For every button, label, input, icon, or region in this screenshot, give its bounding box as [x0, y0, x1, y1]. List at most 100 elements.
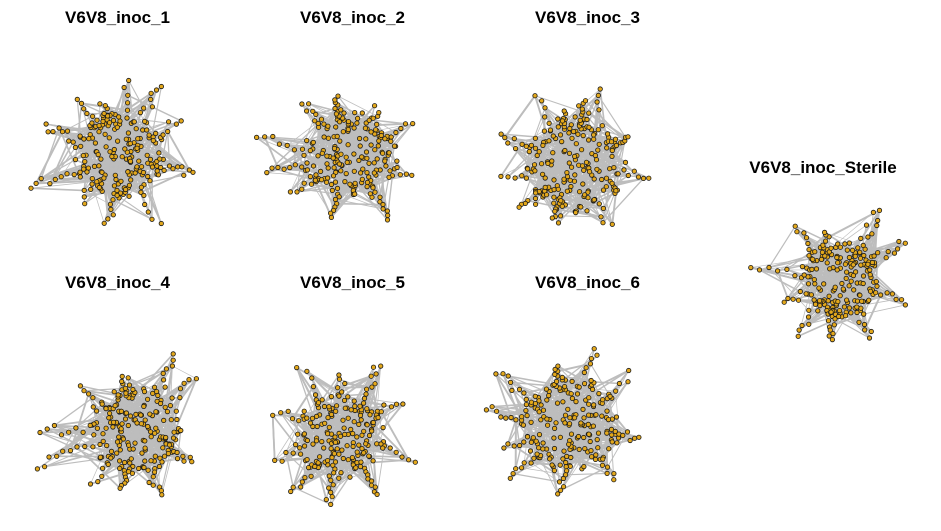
network-node	[96, 184, 102, 191]
panel-title: V6V8_inoc_3	[535, 8, 640, 27]
network-node	[94, 117, 100, 123]
network-edge	[502, 373, 523, 425]
network-node	[361, 395, 368, 402]
panel-title: V6V8_inoc_6	[535, 273, 640, 292]
network-node	[593, 412, 599, 418]
network-node	[359, 154, 365, 160]
network-node	[531, 162, 538, 168]
network-edge	[565, 472, 608, 476]
network-node	[321, 445, 327, 451]
network-node	[329, 187, 336, 193]
network-node	[96, 129, 102, 135]
network-node	[37, 429, 43, 436]
network-node	[569, 378, 575, 385]
network-node	[289, 416, 296, 422]
network-node	[306, 101, 312, 107]
network-node	[528, 142, 535, 148]
network-node	[325, 123, 331, 129]
network-node	[555, 363, 561, 369]
network-edge	[83, 389, 121, 397]
network-node	[134, 420, 140, 426]
network-node	[73, 425, 79, 431]
network-edge	[534, 95, 583, 113]
network-node	[534, 451, 540, 457]
network-node	[573, 210, 579, 216]
network-edge	[578, 104, 627, 139]
network-node	[344, 443, 350, 449]
network-node	[160, 445, 166, 451]
network-node	[581, 464, 587, 470]
network-node	[625, 134, 631, 140]
network-node	[123, 390, 129, 396]
network-node	[298, 484, 304, 490]
network-node	[302, 443, 308, 449]
network-node	[376, 138, 382, 144]
network-node	[126, 382, 133, 388]
network-node	[384, 208, 390, 214]
network-node	[117, 465, 123, 471]
network-node	[574, 391, 581, 397]
network-node	[94, 425, 101, 431]
network-node	[321, 121, 327, 127]
network-node	[576, 384, 582, 390]
network-node	[64, 171, 70, 177]
network-node	[345, 127, 351, 133]
network-node	[338, 107, 344, 113]
network-node	[125, 130, 131, 136]
network-node	[58, 174, 64, 180]
network-node	[105, 113, 111, 119]
network-node	[609, 432, 615, 438]
network-node	[513, 466, 519, 472]
network-node	[609, 153, 615, 160]
network-node	[625, 172, 631, 179]
network-node	[358, 459, 364, 465]
network-node	[82, 443, 88, 450]
network-node	[632, 435, 638, 441]
network-node	[292, 442, 299, 448]
network-node	[178, 427, 184, 434]
network-node	[190, 169, 196, 175]
network-node	[132, 440, 138, 446]
network-node	[545, 422, 551, 428]
network-node	[590, 423, 597, 429]
network-edge	[337, 95, 395, 170]
network-node	[394, 158, 400, 164]
network-node	[181, 458, 187, 464]
network-node	[366, 453, 372, 459]
network-node	[555, 220, 562, 226]
network-node	[117, 458, 123, 464]
network-node	[573, 141, 579, 147]
network-node	[116, 434, 122, 440]
network-node	[33, 180, 39, 186]
network-node	[142, 445, 148, 451]
network-node	[586, 412, 592, 418]
network-edge	[607, 431, 628, 468]
network-node	[312, 392, 319, 398]
network-node	[342, 405, 348, 411]
network-node	[621, 167, 627, 173]
network-node	[539, 98, 545, 104]
network-node	[538, 417, 544, 423]
network-node	[368, 373, 374, 379]
network-node	[310, 108, 316, 114]
network-edge	[515, 419, 529, 438]
network-node	[361, 400, 367, 406]
network-node	[283, 449, 289, 456]
network-node	[328, 181, 335, 188]
network-node	[360, 166, 366, 172]
network-node	[613, 388, 619, 394]
network-node	[536, 445, 542, 451]
network-node	[368, 129, 374, 135]
network-node	[498, 131, 504, 137]
network-edge	[599, 88, 611, 169]
network-node	[301, 180, 307, 186]
network-node	[315, 120, 321, 127]
network-node	[165, 128, 171, 135]
network-node	[118, 426, 124, 432]
network-node	[313, 111, 319, 118]
network-node	[540, 446, 546, 452]
network-node	[366, 432, 373, 439]
network-node	[586, 395, 592, 401]
network-edge	[583, 383, 608, 419]
network-node	[566, 441, 572, 447]
